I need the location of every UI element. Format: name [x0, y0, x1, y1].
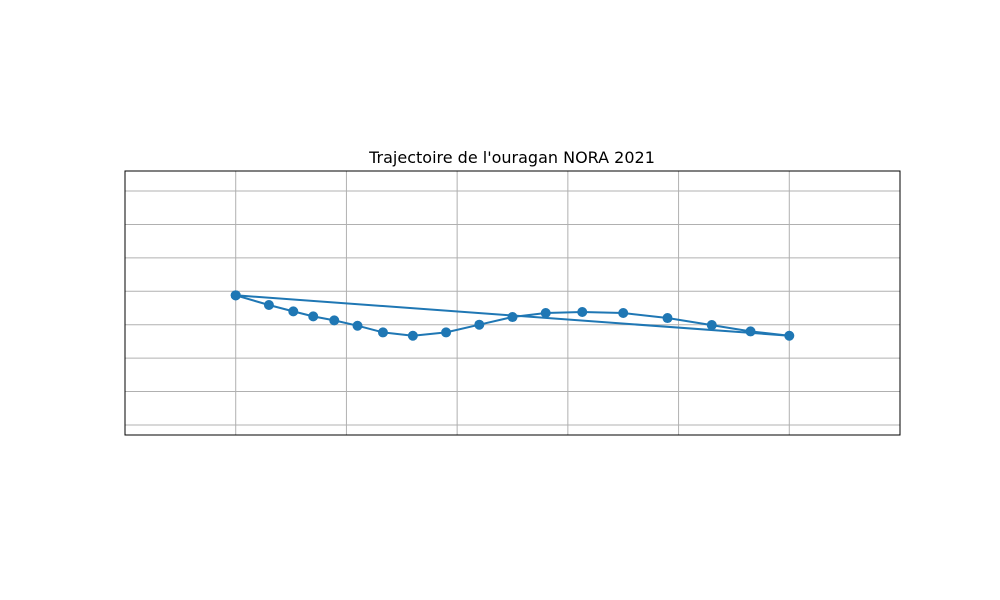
data-point-6: [377, 327, 388, 338]
data-point-2: [288, 306, 299, 317]
data-point-7: [407, 330, 418, 341]
data-point-17: [784, 330, 795, 341]
data-point-1: [263, 300, 274, 311]
data-point-4: [329, 315, 340, 326]
data-point-5: [352, 320, 363, 331]
series-group: [230, 290, 795, 341]
data-point-3: [308, 311, 319, 322]
plot-frame: [124, 170, 901, 436]
data-point-16: [745, 326, 756, 337]
data-point-9: [474, 319, 485, 330]
data-point-14: [662, 313, 673, 324]
data-point-15: [706, 320, 717, 331]
data-point-8: [441, 327, 452, 338]
data-point-12: [577, 307, 588, 318]
data-point-18: [230, 290, 241, 301]
chart-title: Trajectoire de l'ouragan NORA 2021: [368, 148, 655, 167]
data-point-11: [540, 308, 551, 319]
data-point-13: [618, 308, 629, 319]
data-point-10: [507, 312, 518, 323]
grid-lines: [125, 171, 900, 435]
